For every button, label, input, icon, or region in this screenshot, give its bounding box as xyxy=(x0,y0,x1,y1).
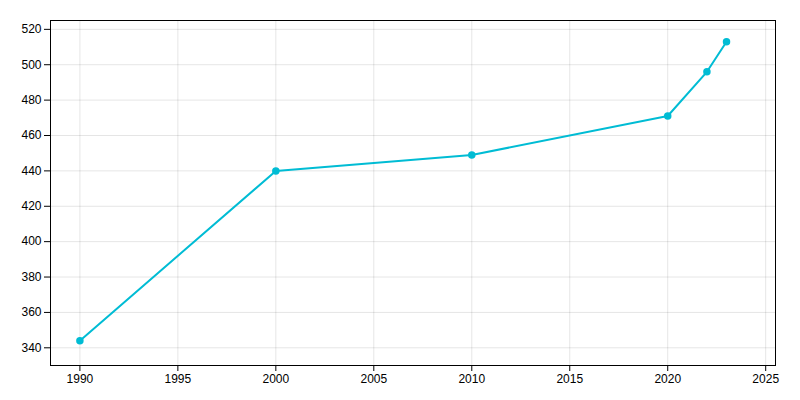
svg-text:500: 500 xyxy=(21,58,41,72)
svg-text:2025: 2025 xyxy=(752,372,779,386)
svg-text:2005: 2005 xyxy=(360,372,387,386)
svg-text:460: 460 xyxy=(21,128,41,142)
svg-text:2020: 2020 xyxy=(654,372,681,386)
svg-text:400: 400 xyxy=(21,234,41,248)
svg-text:340: 340 xyxy=(21,341,41,355)
svg-text:480: 480 xyxy=(21,93,41,107)
svg-text:1995: 1995 xyxy=(165,372,192,386)
svg-text:1990: 1990 xyxy=(67,372,94,386)
svg-text:360: 360 xyxy=(21,305,41,319)
svg-text:2000: 2000 xyxy=(262,372,289,386)
svg-text:520: 520 xyxy=(21,22,41,36)
svg-text:440: 440 xyxy=(21,164,41,178)
svg-text:2015: 2015 xyxy=(556,372,583,386)
svg-text:420: 420 xyxy=(21,199,41,213)
svg-text:380: 380 xyxy=(21,270,41,284)
svg-text:2010: 2010 xyxy=(458,372,485,386)
